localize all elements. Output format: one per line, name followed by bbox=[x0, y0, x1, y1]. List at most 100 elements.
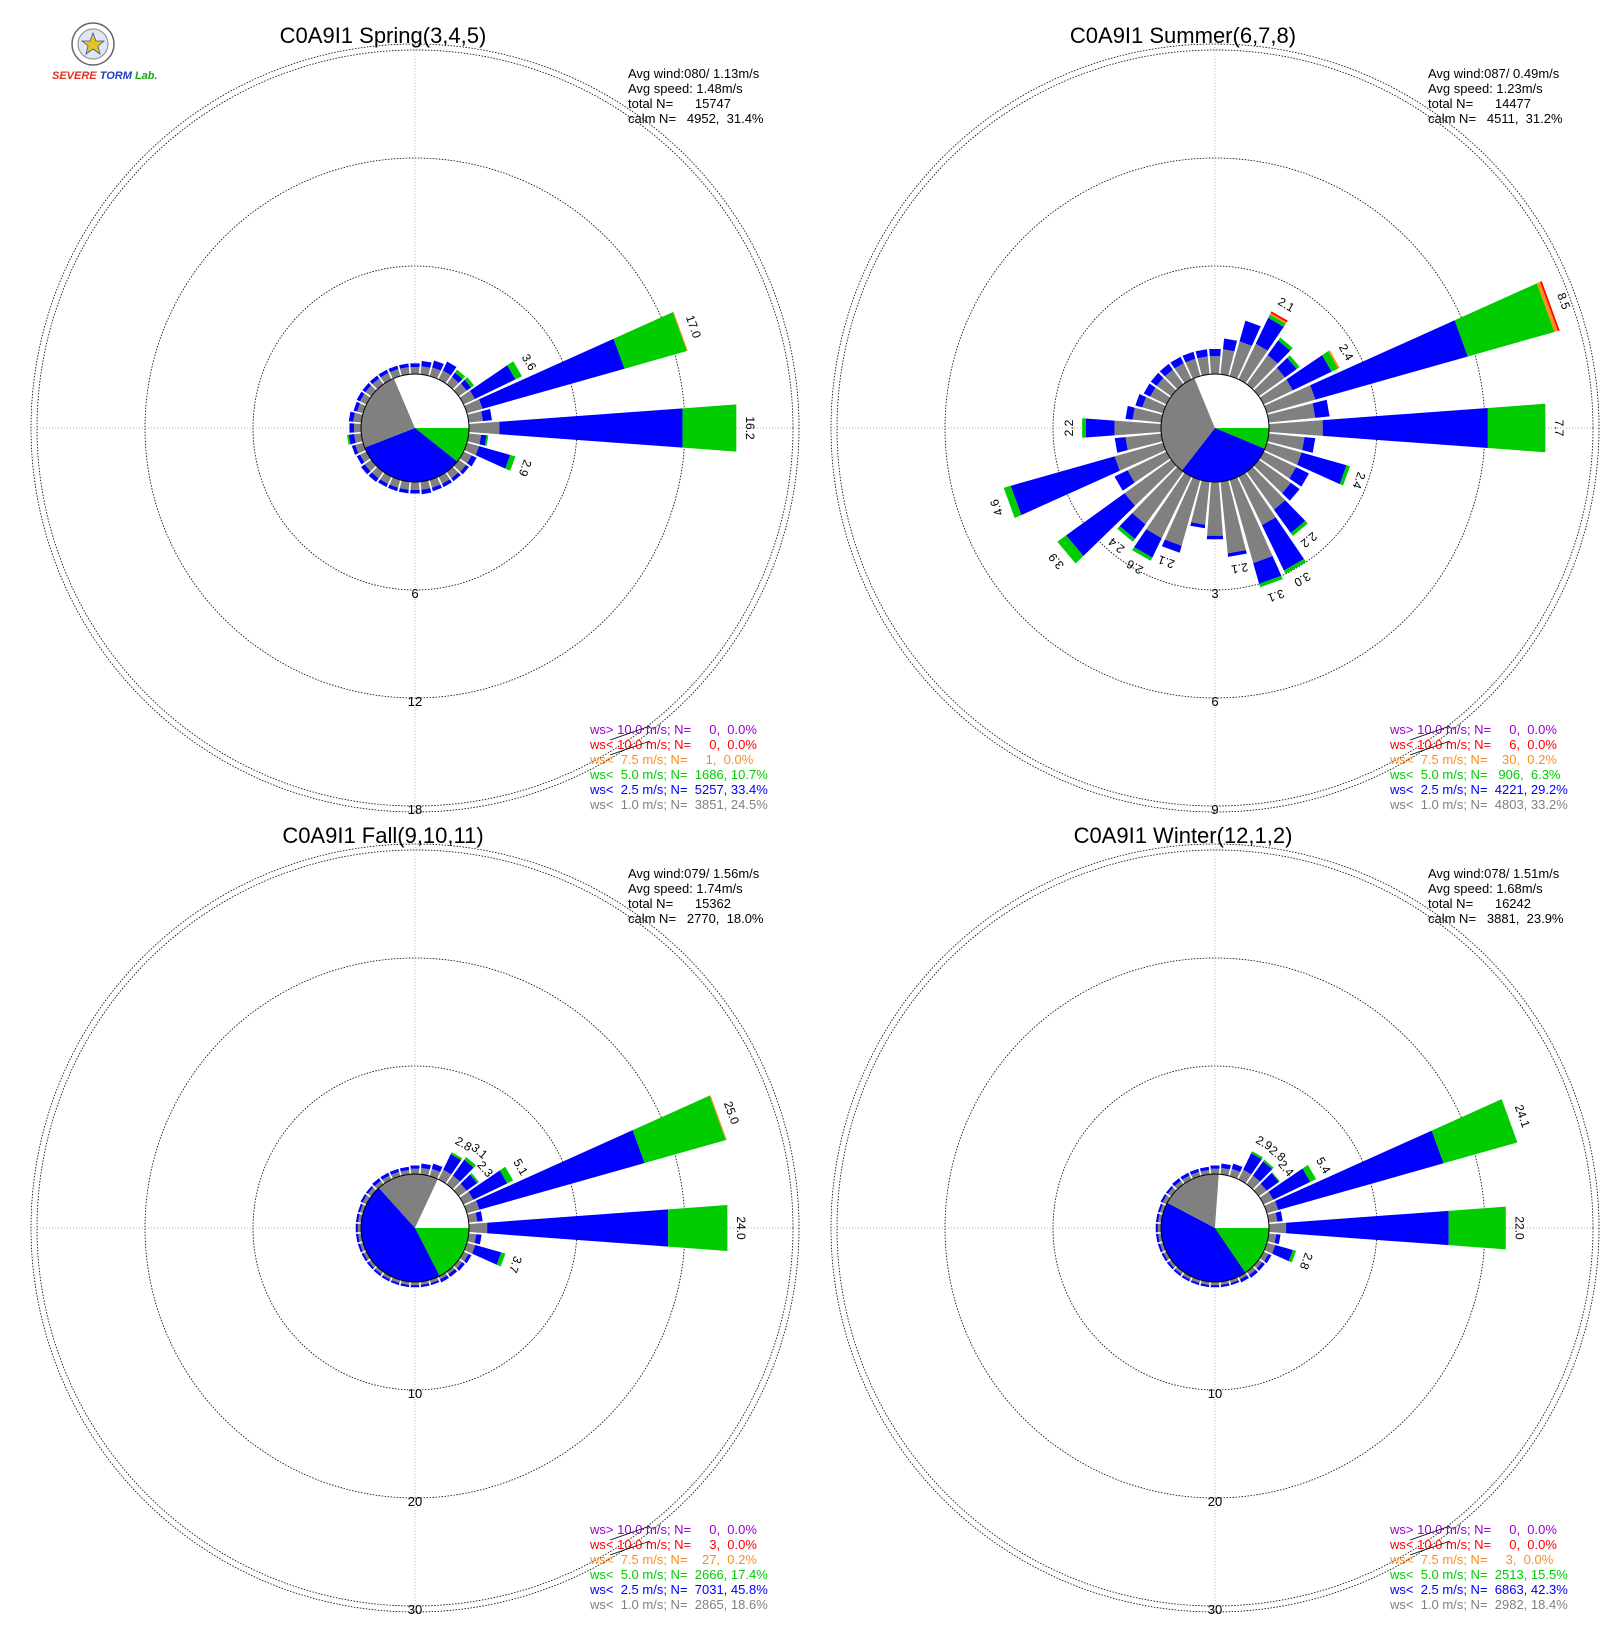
sector-bar-70-ws_lt25 bbox=[479, 338, 625, 409]
sector-bar-180-ws_lt25 bbox=[1206, 535, 1224, 540]
sector-bar-20-ws_lt1 bbox=[429, 1168, 441, 1179]
sector-bar-260-ws_lt1 bbox=[354, 433, 363, 444]
sector-value-label: 3.0 bbox=[1291, 569, 1313, 590]
sector-bar-310-ws_lt1 bbox=[365, 385, 377, 397]
sector-bar-30-ws_lt25 bbox=[442, 361, 457, 376]
sector-bar-200-ws_lt25 bbox=[1161, 539, 1182, 553]
legend-ws_lt1: ws< 1.0 m/s; N= 4803, 33.2% bbox=[1389, 797, 1568, 812]
sector-bar-150-ws_lt5 bbox=[1283, 559, 1307, 574]
sector-bar-0-ws_lt1 bbox=[1209, 356, 1221, 375]
sector-bar-60-ws_lt1 bbox=[1259, 1191, 1274, 1205]
sector-bar-180-ws_lt25 bbox=[1210, 1285, 1220, 1288]
sector-bar-110-ws_lt1 bbox=[1264, 1242, 1276, 1254]
sector-bar-60-ws_lt1 bbox=[459, 1191, 474, 1205]
sector-bar-30-ws_lt25 bbox=[1255, 317, 1284, 351]
sector-bar-30-ws_lt25 bbox=[1243, 1153, 1262, 1175]
ring-label: 3 bbox=[1211, 586, 1218, 601]
sector-bar-40-ws_lt5 bbox=[1278, 337, 1293, 351]
sector-bar-60-ws_lt5 bbox=[507, 361, 522, 380]
sector-bar-320-ws_lt25 bbox=[372, 1178, 381, 1187]
legend-mark-line bbox=[1409, 740, 1451, 756]
stats-line: calm N= 3881, 23.9% bbox=[1428, 911, 1564, 926]
windrose-panel-2: 3692.12.48.57.72.42.23.03.12.12.12.62.43… bbox=[830, 23, 1600, 817]
sector-bar-140-ws_lt25 bbox=[451, 472, 461, 482]
sector-value-label: 8.5 bbox=[1554, 291, 1573, 312]
sector-bar-200-ws_lt25 bbox=[390, 1280, 400, 1286]
stats-line: calm N= 2770, 18.0% bbox=[628, 911, 764, 926]
sector-bar-150-ws_lt25 bbox=[439, 1275, 449, 1283]
sector-bar-20-ws_lt25 bbox=[1231, 1163, 1243, 1172]
legend-ws_lt25: ws< 2.5 m/s; N= 7031, 45.8% bbox=[589, 1582, 768, 1597]
sector-value-label: 5.1 bbox=[510, 1156, 531, 1178]
sector-bar-350-ws_lt25 bbox=[1195, 349, 1208, 359]
sector-bar-50-ws_lt25 bbox=[1260, 1173, 1279, 1191]
sector-bar-110-ws_lt25 bbox=[472, 1245, 502, 1265]
legend-mark-line bbox=[609, 1540, 651, 1556]
legend-mark-line bbox=[1409, 1540, 1451, 1556]
stats-line: total N= 15747 bbox=[628, 96, 731, 111]
sector-bar-160-ws_lt1 bbox=[1229, 477, 1273, 564]
sector-bar-310-ws_lt1 bbox=[367, 1187, 377, 1197]
sector-bar-90-ws_lt5 bbox=[668, 1205, 728, 1251]
sector-bar-270-ws_lt25 bbox=[1085, 418, 1115, 438]
sector-bar-40-ws_lt1 bbox=[1246, 355, 1278, 390]
sector-bar-190-ws_lt25 bbox=[1200, 1283, 1210, 1288]
sector-bar-260-ws_lt25 bbox=[1114, 437, 1128, 453]
sector-bar-230-ws_lt1 bbox=[1168, 1259, 1177, 1268]
sector-value-label: 22.0 bbox=[1512, 1216, 1526, 1240]
sector-bar-30-ws_lt10 bbox=[1270, 311, 1288, 323]
sector-bar-150-ws_lt25 bbox=[1239, 1275, 1249, 1283]
sector-bar-200-ws_lt25 bbox=[1190, 1280, 1200, 1286]
sector-bar-250-ws_lt1 bbox=[355, 442, 366, 454]
sector-bar-30-ws_lt75 bbox=[1269, 312, 1287, 324]
sector-bar-60-ws_lt5 bbox=[499, 1166, 514, 1184]
sector-bar-220-ws_lt1 bbox=[375, 1266, 384, 1275]
sector-bar-240-ws_lt25 bbox=[1161, 1252, 1168, 1262]
sector-bar-100-ws_lt25 bbox=[1302, 437, 1316, 453]
sector-bar-60-ws_lt5 bbox=[1322, 351, 1339, 372]
logo-wordmark: SEVERE TORM Lab. bbox=[52, 70, 158, 82]
sector-bar-220-ws_lt25 bbox=[368, 472, 379, 483]
sector-bar-270-ws_lt25 bbox=[1155, 1223, 1158, 1233]
sector-bar-210-ws_lt5 bbox=[1132, 547, 1153, 561]
legend-ws_lt5: ws< 5.0 m/s; N= 2513, 15.5% bbox=[1389, 1567, 1568, 1582]
sector-bar-100-ws_lt5 bbox=[484, 435, 489, 447]
sector-bar-10-ws_lt25 bbox=[421, 360, 432, 368]
sector-bar-250-ws_lt1 bbox=[1159, 1242, 1166, 1252]
sector-bar-100-ws_lt25 bbox=[1274, 1234, 1281, 1245]
sector-bar-210-ws_lt25 bbox=[1134, 529, 1162, 558]
sector-bar-90-ws_lt1 bbox=[468, 421, 500, 435]
ring-label: 20 bbox=[408, 1494, 422, 1509]
sector-bar-10-ws_lt1 bbox=[420, 366, 431, 376]
sector-bar-270-ws_lt1 bbox=[1114, 420, 1162, 436]
stats-line: Avg speed: 1.68m/s bbox=[1428, 881, 1543, 896]
sector-value-label: 2.4 bbox=[1105, 534, 1127, 556]
sector-bar-150-ws_lt1 bbox=[1238, 472, 1276, 526]
sector-bar-20-ws_lt1 bbox=[1229, 1168, 1241, 1179]
sector-bar-120-ws_lt1 bbox=[1259, 1251, 1269, 1262]
sector-bar-50-ws_lt1 bbox=[1253, 367, 1286, 397]
sector-bar-90-ws_lt1 bbox=[1268, 420, 1323, 436]
sector-bar-310-ws_lt1 bbox=[1156, 377, 1177, 397]
sector-bar-130-ws_lt25 bbox=[456, 1262, 465, 1271]
sector-bar-250-ws_lt25 bbox=[1010, 456, 1120, 516]
sector-bar-140-ws_lt1 bbox=[446, 1266, 455, 1275]
sector-bar-290-ws_lt25 bbox=[353, 401, 360, 412]
outer-boundary-circle bbox=[30, 843, 800, 1613]
stats-line: Avg speed: 1.23m/s bbox=[1428, 81, 1543, 96]
sector-bar-240-ws_lt1 bbox=[1163, 1251, 1171, 1261]
sector-bar-50-ws_lt5 bbox=[1271, 1172, 1280, 1182]
calm-circle bbox=[1160, 373, 1270, 483]
calm-circle bbox=[1160, 1173, 1270, 1283]
sector-bar-290-ws_lt25 bbox=[357, 1203, 363, 1213]
sector-bar-40-ws_lt25 bbox=[1267, 340, 1291, 364]
legend-ws_gt10: ws> 10.0 m/s; N= 0, 0.0% bbox=[1389, 722, 1557, 737]
sector-bar-200-ws_lt25 bbox=[388, 484, 399, 492]
sector-bar-250-ws_lt25 bbox=[351, 444, 359, 455]
sector-bar-230-ws_lt1 bbox=[1124, 459, 1177, 506]
sector-bar-140-ws_lt1 bbox=[1246, 1266, 1256, 1276]
calm-pie-ws_lt5 bbox=[1215, 428, 1269, 449]
sector-bar-250-ws_lt1 bbox=[1114, 442, 1166, 471]
sector-bar-290-ws_lt25 bbox=[1135, 394, 1147, 408]
